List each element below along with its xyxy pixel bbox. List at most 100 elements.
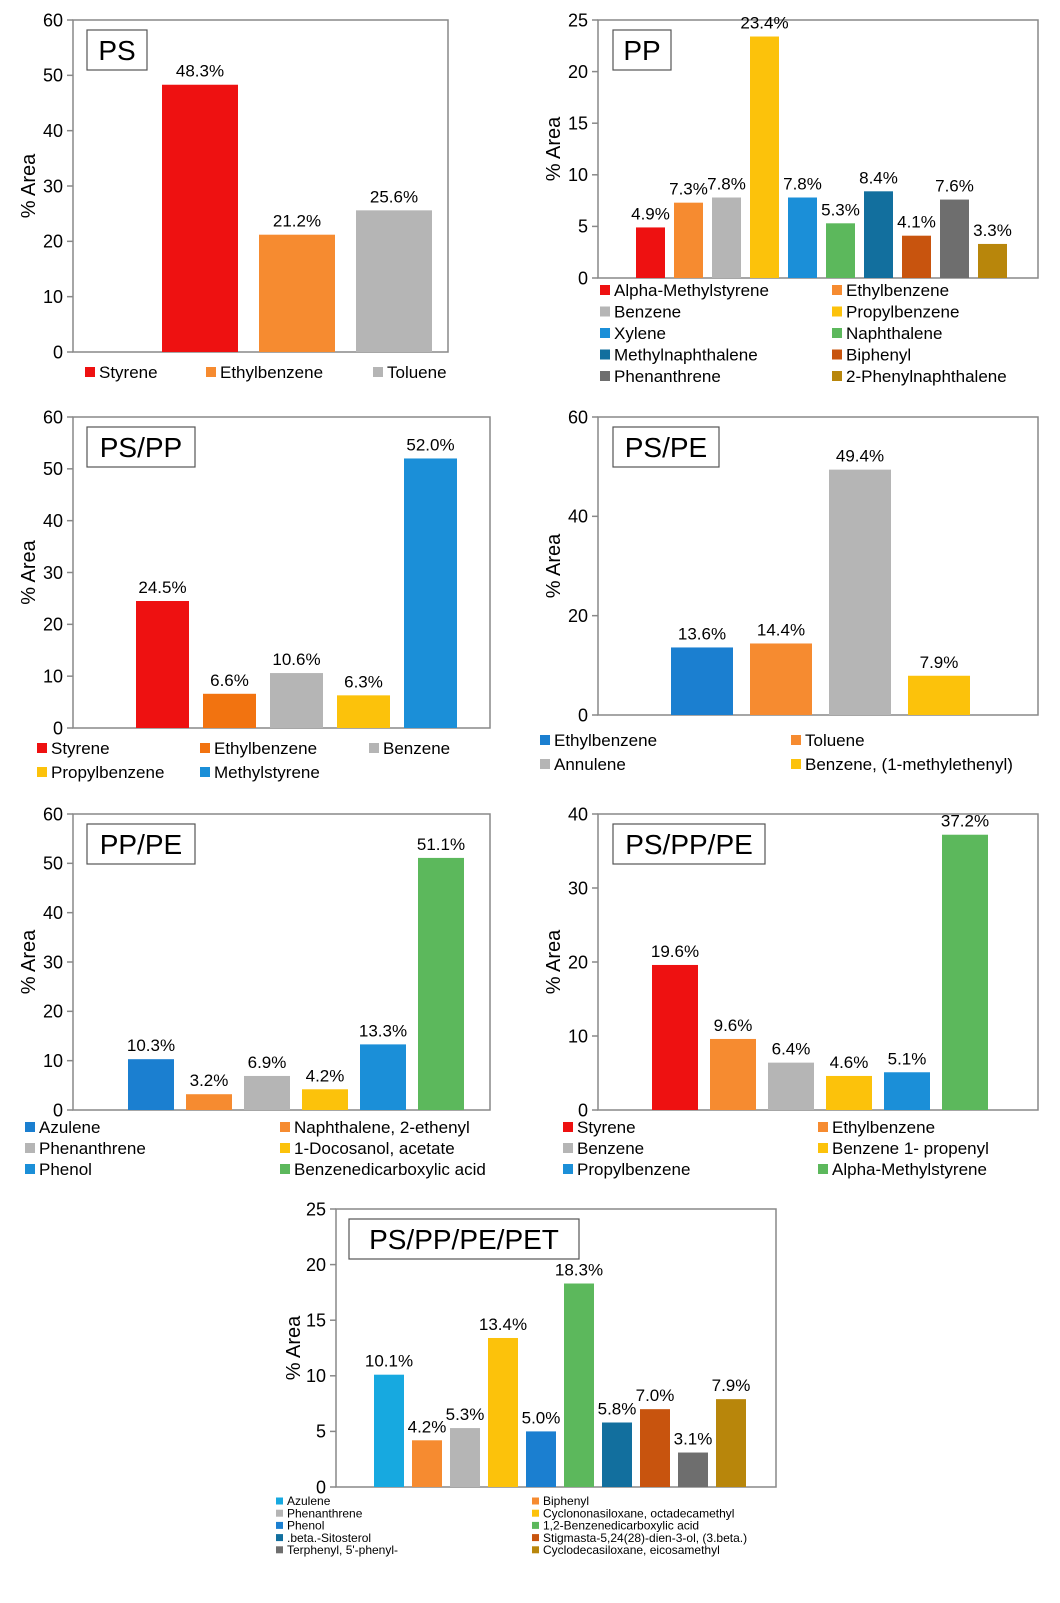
y-tick-label: 60 <box>43 10 63 30</box>
legend-label: 1,2-Benzenedicarboxylic acid <box>543 1519 699 1533</box>
legend-swatch <box>818 1122 828 1132</box>
legend-label: Ethylbenzene <box>832 1118 935 1137</box>
legend-label: Methylnaphthalene <box>614 345 758 364</box>
data-label: 52.0% <box>406 435 454 454</box>
y-tick-label: 10 <box>43 287 63 307</box>
legend-item: Benzenedicarboxylic acid <box>280 1160 486 1179</box>
bar <box>671 647 733 715</box>
data-label: 10.1% <box>365 1352 413 1371</box>
data-label: 24.5% <box>138 578 186 597</box>
legend-label: Styrene <box>51 739 110 758</box>
data-label: 14.4% <box>757 620 805 639</box>
data-label: 13.6% <box>678 624 726 643</box>
legend-swatch <box>600 371 610 381</box>
bar <box>652 964 698 1110</box>
legend-item: Alpha-Methylstyrene <box>600 281 769 300</box>
legend-swatch <box>25 1122 35 1132</box>
bar <box>636 227 665 278</box>
bar <box>602 1422 632 1487</box>
legend-item: Benzene <box>600 302 681 321</box>
legend-label: Benzene <box>614 302 681 321</box>
legend-label: Styrene <box>99 363 158 382</box>
legend-swatch <box>832 328 842 338</box>
legend-item: Benzene <box>563 1139 644 1158</box>
legend-swatch <box>369 743 379 753</box>
bar <box>564 1283 594 1487</box>
data-label: 5.3% <box>446 1405 485 1424</box>
legend-swatch <box>85 367 95 377</box>
y-tick-label: 0 <box>316 1477 326 1497</box>
data-label: 7.8% <box>783 175 822 194</box>
legend-item: Ethylbenzene <box>540 731 657 750</box>
legend-swatch <box>832 349 842 360</box>
bar <box>526 1431 556 1487</box>
data-label: 4.9% <box>631 204 670 223</box>
data-label: 3.3% <box>973 221 1012 240</box>
data-label: 49.4% <box>836 447 884 466</box>
legend-label: Phenanthrene <box>614 367 721 386</box>
legend-swatch <box>532 1534 539 1542</box>
legend-item: Benzene, (1-methylethenyl) <box>791 755 1013 774</box>
legend-swatch <box>532 1546 539 1554</box>
legend-label: Cyclodecasiloxane, eicosamethyl <box>543 1543 720 1557</box>
legend-swatch <box>206 367 216 377</box>
legend-item: Phenanthrene <box>276 1506 363 1520</box>
bar <box>829 469 891 715</box>
y-axis-label: % Area <box>283 1315 305 1380</box>
y-tick-label: 20 <box>43 232 63 252</box>
legend-label: Ethylbenzene <box>220 363 323 382</box>
bar <box>940 199 969 278</box>
y-tick-label: 60 <box>43 407 63 427</box>
legend-item: Biphenyl <box>832 345 911 364</box>
legend-item: Propylbenzene <box>37 763 164 782</box>
legend-item: Benzene 1- propenyl <box>818 1139 989 1158</box>
bar <box>244 1075 290 1110</box>
bar <box>404 458 457 728</box>
legend-swatch <box>25 1164 35 1174</box>
chart-title: PP <box>623 35 660 66</box>
legend-swatch <box>280 1122 290 1132</box>
y-tick-label: 30 <box>43 176 63 196</box>
legend-item: Propylbenzene <box>832 302 959 321</box>
chart-panel-1: 0 10 20 30 40 50 60 % Area 48.3% 21.2% 25.6% PS Styr… <box>18 10 449 382</box>
legend-label: Biphenyl <box>543 1494 589 1508</box>
legend-item: Styrene <box>85 363 158 382</box>
bar <box>128 1059 174 1110</box>
y-tick-label: 40 <box>43 121 63 141</box>
legend-item: Biphenyl <box>532 1494 589 1508</box>
legend-label: Alpha-Methylstyrene <box>614 281 769 300</box>
legend-item: Toluene <box>791 731 865 750</box>
data-label: 7.9% <box>920 653 959 672</box>
legend-item: Naphthalene <box>832 324 942 343</box>
bar <box>710 1038 756 1110</box>
legend-label: Methylstyrene <box>214 763 320 782</box>
chart-title: PS/PE <box>625 432 707 463</box>
data-label: 4.2% <box>408 1417 447 1436</box>
y-axis-label: % Area <box>18 153 40 218</box>
legend-item: Styrene <box>37 739 110 758</box>
y-tick-label: 0 <box>578 1100 588 1120</box>
y-tick-label: 30 <box>568 878 588 898</box>
data-label: 7.0% <box>636 1386 675 1405</box>
legend-swatch <box>540 759 550 769</box>
legend-label: Toluene <box>805 731 865 750</box>
legend-item: Cyclodecasiloxane, eicosamethyl <box>532 1543 720 1557</box>
legend-item: Methylnaphthalene <box>600 345 758 364</box>
y-tick-label: 50 <box>43 854 63 874</box>
legend: Ethylbenzene Toluene Annulene Benzene, (1-m… <box>540 731 1013 774</box>
y-tick-label: 0 <box>578 705 588 725</box>
data-label: 6.4% <box>772 1040 811 1059</box>
y-tick-label: 10 <box>43 1051 63 1071</box>
legend-label: 1-Docosanol, acetate <box>294 1139 455 1158</box>
bar <box>884 1072 930 1110</box>
data-label: 7.8% <box>707 175 746 194</box>
legend-item: Ethylbenzene <box>818 1118 935 1137</box>
y-tick-label: 20 <box>568 62 588 82</box>
legend-swatch <box>532 1521 539 1529</box>
legend-swatch <box>818 1143 828 1153</box>
bar <box>908 675 970 715</box>
bar <box>826 223 855 278</box>
legend-label: Phenol <box>287 1519 324 1533</box>
y-tick-label: 25 <box>306 1199 326 1219</box>
